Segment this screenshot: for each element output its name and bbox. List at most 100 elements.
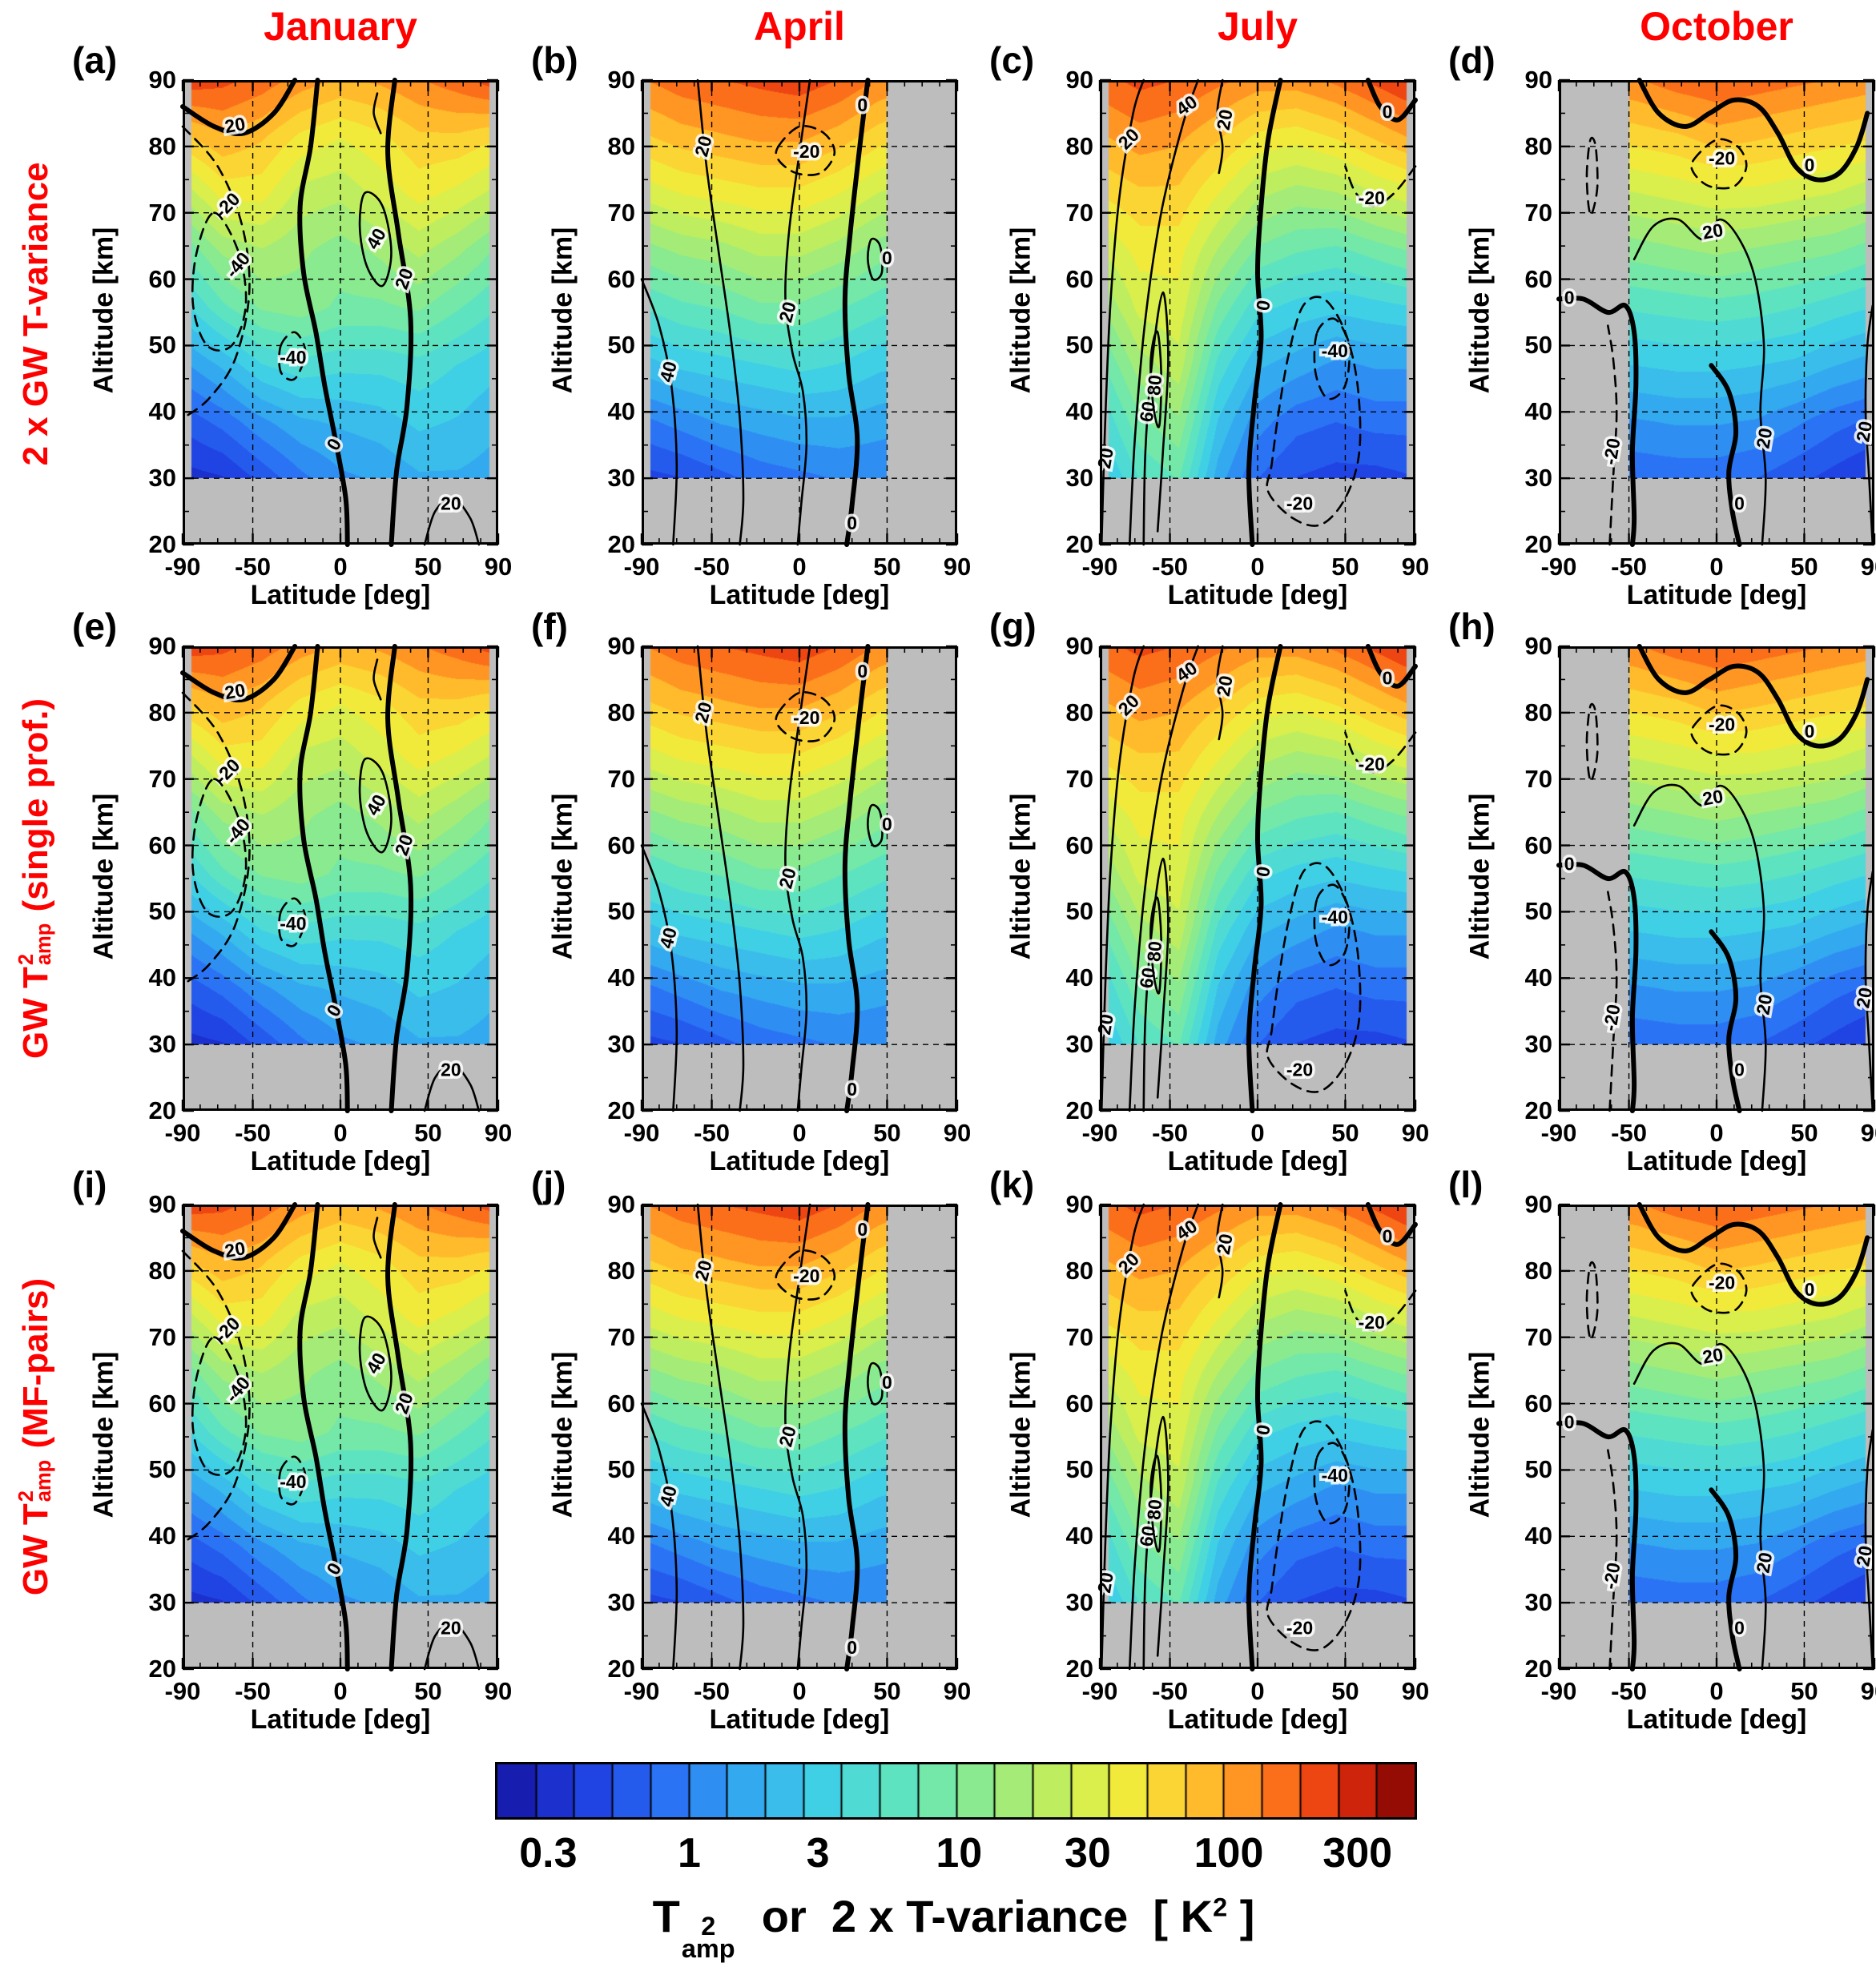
contour-label: 0 (1252, 299, 1274, 312)
y-tick-label: 90 (607, 66, 635, 94)
y-tick-label: 40 (607, 397, 635, 426)
y-tick-label: 60 (148, 831, 176, 859)
contour-label: 20 (223, 1237, 248, 1261)
y-axis-title: Altitude [km] (1464, 227, 1496, 394)
y-tick-label: 50 (607, 331, 635, 360)
x-tick-label: 90 (943, 553, 972, 581)
y-tick-label: 60 (148, 264, 176, 293)
x-tick-label: 90 (943, 1677, 972, 1705)
y-tick-label: 50 (148, 331, 176, 360)
panel-k: 20 20 40 60 80 0 0 -20 -40 -20 20 (k) -90 -50 0 50 90 20 3… (989, 1164, 1429, 1735)
column-title-april: April (754, 4, 845, 49)
y-tick-label: 60 (1524, 1389, 1552, 1418)
panel-letter: (g) (989, 605, 1037, 647)
x-tick-label: 0 (333, 1119, 348, 1147)
y-tick-label: 60 (607, 831, 635, 859)
y-axis-title: Altitude [km] (1005, 793, 1037, 960)
row-label-text: 2 x GW T-variance (16, 162, 55, 466)
plot-border (183, 80, 498, 545)
panel-e: 20 0 -20 -40 -40 40 20 20 (e) -90 -50 0 50 90 20 30 40 50… (72, 605, 512, 1177)
x-tick-label: 90 (1401, 1677, 1430, 1705)
y-tick-label: 90 (607, 632, 635, 660)
caption-supsub: 2 amp (681, 1911, 735, 1963)
y-tick-label: 40 (1524, 1522, 1552, 1551)
y-tick-label: 60 (1524, 264, 1552, 293)
y-tick-label: 40 (1065, 1522, 1093, 1551)
contour-label: 40 (655, 359, 681, 384)
panel-letter: (e) (72, 605, 118, 647)
y-tick-label: 20 (148, 1655, 176, 1683)
contour-label: 20 (1093, 1571, 1117, 1595)
panel-letter: (k) (989, 1164, 1035, 1205)
y-axis-title: Altitude [km] (1464, 793, 1496, 960)
contour-label: 20 (1114, 124, 1143, 153)
contour-label: 20 (1701, 219, 1725, 243)
x-tick-label: 50 (1790, 1119, 1818, 1147)
contour-label: -20 (1286, 1617, 1313, 1638)
row-label-text: GW T (16, 967, 55, 1059)
y-tick-label: 40 (148, 1522, 176, 1551)
contour-label: 0 (882, 1372, 892, 1393)
contour-label: 40 (1172, 658, 1201, 686)
x-tick-label: -90 (1540, 553, 1577, 581)
x-tick-label: -50 (1611, 1677, 1647, 1705)
contour-label: -20 (1359, 1312, 1385, 1333)
colorbar-tick-30: 30 (1064, 1830, 1111, 1876)
y-tick-label: 30 (1065, 464, 1093, 493)
contour-label: -40 (1322, 1465, 1348, 1486)
y-axis-title: Altitude [km] (88, 1351, 119, 1518)
x-tick-label: 0 (792, 1119, 807, 1147)
y-tick-label: 90 (1524, 1190, 1552, 1218)
y-tick-label: 70 (607, 1322, 635, 1351)
y-tick-label: 50 (148, 1455, 176, 1484)
contour-label: 20 (1701, 786, 1725, 810)
contour-label: 20 (223, 679, 248, 703)
colorbar-tick-0p3: 0.3 (519, 1830, 578, 1876)
contour-label: -20 (1709, 714, 1735, 734)
y-axis-title: Altitude [km] (547, 1351, 578, 1518)
y-tick-label: 80 (148, 131, 176, 160)
x-tick-label: 50 (414, 1677, 442, 1705)
x-axis-title: Latitude [deg] (709, 1146, 890, 1177)
panel-l: 0-202020200-200(l)-90-500509020304050607… (1448, 1164, 1876, 1735)
y-tick-label: 50 (607, 897, 635, 926)
contour-label: 0 (847, 1637, 857, 1658)
x-axis-title: Latitude [deg] (250, 580, 431, 610)
y-tick-label: 80 (607, 131, 635, 160)
x-tick-label: 90 (484, 1119, 513, 1147)
panel-f: 20 40 20 -20 0 0 0 (f) -90 -50 0 50 90 20 30 40 50 60 70 80… (531, 605, 971, 1177)
x-tick-label: 50 (1790, 1677, 1818, 1705)
x-tick-label: 0 (792, 553, 807, 581)
y-tick-label: 30 (148, 1030, 176, 1059)
y-tick-label: 90 (607, 1190, 635, 1218)
x-tick-label: 0 (333, 553, 348, 581)
x-tick-label: 90 (1860, 553, 1876, 581)
row-label-t-variance: 2 x GW T-variance (10, 80, 62, 545)
contour-label: -20 (1286, 1059, 1313, 1080)
y-tick-label: 70 (1065, 198, 1093, 227)
colorbar-caption: T 2 amp or 2 x T-variance [ K2 ] (652, 1891, 1255, 1963)
row-label-supsub: 2 amp (15, 923, 55, 966)
y-tick-label: 40 (1065, 963, 1093, 992)
y-tick-label: 30 (1524, 1588, 1552, 1617)
contour-label: 80 (1143, 1498, 1165, 1521)
panel-letter: (d) (1448, 39, 1496, 81)
y-tick-label: 80 (1065, 131, 1093, 160)
x-tick-label: 90 (943, 1119, 972, 1147)
y-axis-title: Altitude [km] (88, 793, 119, 960)
x-tick-label: -90 (164, 1119, 201, 1147)
contour-label: 20 (1114, 1249, 1143, 1277)
y-tick-label: 60 (607, 1389, 635, 1418)
x-tick-label: 0 (1709, 1677, 1724, 1705)
contour-label: 0 (1383, 667, 1393, 688)
caption-k-sup: 2 (1213, 1893, 1228, 1922)
y-tick-label: 60 (1065, 1389, 1093, 1418)
y-tick-label: 80 (1524, 698, 1552, 726)
contour-label: 20 (391, 265, 417, 292)
